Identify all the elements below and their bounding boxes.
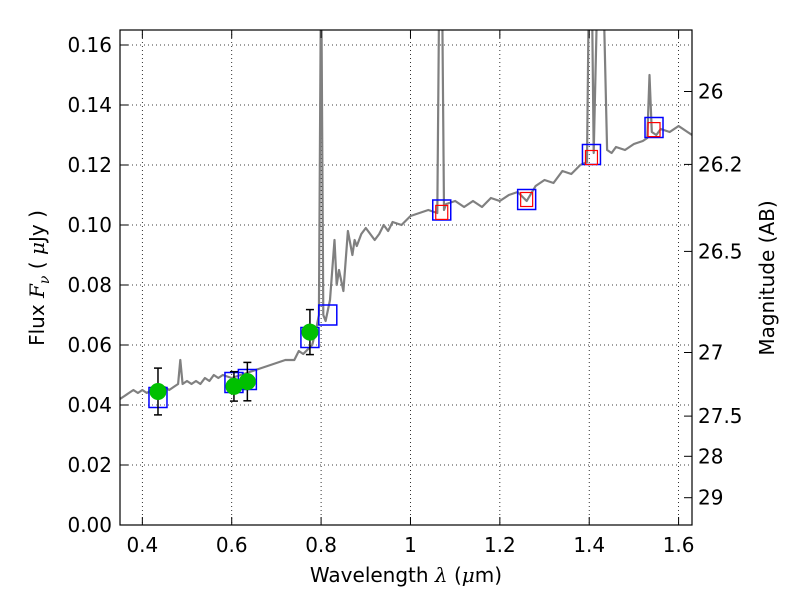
spectrum-line [120,30,692,400]
ir-photometry-square [520,191,534,208]
x-tick-label: 1.6 [663,533,695,557]
y-tick-label: 0.02 [67,453,112,477]
y-tick-label: 0.14 [67,93,112,117]
y-tick-label: 0.08 [67,273,112,297]
mag-tick-label: 29 [698,486,723,510]
observed-photometry-point [301,323,319,341]
mag-tick-label: 26.5 [698,239,743,263]
model-photometry-square [516,188,537,211]
ir-photometry-square [435,204,449,220]
ticks: 0.4 0.6 0.8 1 1.2 1.4 1.6 0.00 0.02 0.04 0.06 0.08 0… [67,30,743,557]
mag-tick-label: 26 [698,80,723,104]
spectrum-layer [120,30,692,400]
mag-tick-label: 28 [698,444,723,468]
mag-tick-label: 26.2 [698,152,743,176]
x-tick-label: 0.6 [216,533,248,557]
marker-layer [148,116,664,416]
grid [120,30,692,525]
observed-photometry-point [149,383,167,400]
y-tick-label: 0.10 [67,213,112,237]
plot-frame [119,29,693,526]
x-tick-label: 1.2 [484,533,516,557]
x-tick-label: 0.8 [305,533,337,557]
observed-photometry-point [238,373,256,391]
y-tick-label: 0.16 [67,33,112,57]
ir-photometry-square [584,149,599,166]
mag-tick-label: 27 [698,341,723,365]
y-tick-label: 0.12 [67,153,112,177]
x-tick-label: 1 [404,533,417,557]
model-photometry-square [318,304,338,326]
y-tick-label: 0.06 [67,333,112,357]
y2-axis-label: Magnitude (AB) [755,200,779,355]
model-photometry-square [432,199,452,221]
y-tick-label: 0.04 [67,393,112,417]
x-tick-label: 0.4 [126,533,158,557]
x-axis-label: Wavelength λ (μm) [310,563,502,587]
ir-photometry-square [647,121,661,138]
x-tick-label: 1.4 [573,533,605,557]
model-photometry-square [644,116,664,139]
y-axis-label: Flux Fν ( μJy ) [25,210,53,346]
mag-tick-label: 27.5 [698,404,743,428]
y-tick-label: 0.00 [67,513,112,537]
